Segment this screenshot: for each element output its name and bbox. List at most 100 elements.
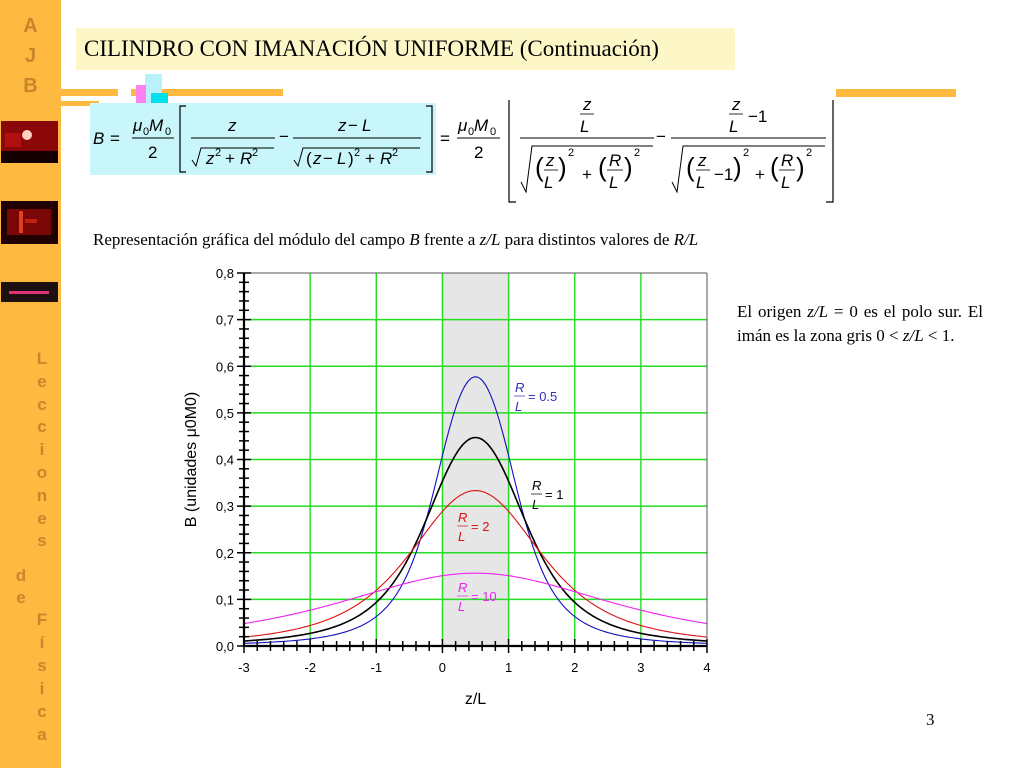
svg-text:2: 2: [354, 147, 360, 159]
decor-bar: [61, 89, 118, 96]
svg-text:M: M: [474, 116, 489, 135]
svg-text:L: L: [458, 599, 465, 614]
svg-text:R: R: [458, 510, 467, 525]
svg-text:= 1: = 1: [545, 487, 563, 502]
y-tick-label: 0,0: [216, 639, 234, 654]
svg-text:M: M: [149, 116, 164, 135]
x-tick-label: -1: [371, 660, 383, 675]
caption-zl: z/L: [479, 230, 501, 249]
sidebar-char-fisica: a: [37, 725, 47, 744]
y-axis-label: B (unidades μ0M0): [183, 392, 200, 528]
svg-text:L: L: [458, 529, 465, 544]
x-axis-label: z/L: [465, 691, 486, 708]
svg-text:+: +: [755, 165, 765, 184]
svg-text:=: =: [440, 129, 450, 148]
svg-text:L: L: [337, 149, 346, 168]
sidebar-char-lecciones: c: [37, 417, 47, 437]
x-tick-label: 2: [571, 660, 578, 675]
sidebar-char-lecciones: n: [36, 485, 48, 505]
series-label-2: RL = 2: [457, 510, 489, 544]
svg-text:+: +: [225, 149, 235, 168]
note-text: < 1.: [923, 326, 955, 345]
svg-text:0: 0: [165, 126, 171, 138]
sidebar-char-de: e: [16, 588, 26, 607]
formula-box: [90, 103, 436, 175]
x-tick-label: -2: [304, 660, 316, 675]
curve-2: [243, 490, 708, 638]
sidebar-char-fisica: í: [39, 633, 45, 652]
svg-text:z: z: [205, 149, 215, 168]
logo-letter-b: B: [23, 75, 38, 97]
decor-block-cyan: [151, 93, 168, 104]
svg-text:= 10: = 10: [471, 589, 497, 604]
decor-block-pink: [136, 85, 146, 103]
svg-text:μ: μ: [457, 116, 468, 135]
svg-text:): ): [624, 152, 633, 182]
svg-text:(: (: [770, 152, 779, 182]
caption-text: para distintos valores de: [500, 230, 674, 249]
lab-photo-2: [1, 201, 58, 244]
svg-text:L: L: [696, 173, 705, 192]
svg-text:2: 2: [215, 147, 221, 159]
note-zl: z/L: [807, 302, 829, 321]
caption-text: Representación gráfica del módulo del ca…: [93, 230, 410, 249]
sidebar: A J B: [0, 0, 61, 768]
svg-text:L: L: [544, 173, 553, 192]
sidebar-char-lecciones: c: [37, 394, 47, 414]
caption-text: frente a: [419, 230, 480, 249]
sidebar-char-lecciones: s: [37, 531, 47, 551]
svg-text:R: R: [515, 380, 524, 395]
logo-letter-a: A: [23, 15, 38, 37]
lab-photo-1: [1, 121, 58, 163]
svg-text:L: L: [362, 116, 371, 135]
sidebar-char-lecciones: o: [36, 463, 48, 482]
caption-rl: R/L: [673, 230, 699, 249]
svg-text:(: (: [535, 152, 544, 182]
svg-text:= 2: = 2: [471, 519, 489, 534]
svg-text:(: (: [598, 152, 607, 182]
caption-b: B: [409, 230, 420, 249]
svg-text:): ): [733, 152, 742, 182]
svg-text:R: R: [240, 149, 252, 168]
curve-1: [243, 436, 708, 642]
svg-text:(: (: [306, 149, 312, 168]
sidebar-char-de: d: [15, 566, 27, 585]
svg-text:L: L: [580, 117, 589, 136]
series-label-0-5: RL = 0.5: [514, 380, 557, 414]
explanation-note: El origen z/L = 0 es el polo sur. El imá…: [737, 300, 983, 348]
y-tick-label: 0,3: [216, 499, 234, 514]
slide-number: 3: [926, 710, 935, 729]
note-zl: z/L: [902, 326, 924, 345]
sidebar-char-fisica: F: [36, 610, 48, 629]
svg-text:2: 2: [568, 147, 574, 159]
series-label-1: RL = 1: [531, 478, 563, 512]
svg-text:2: 2: [392, 147, 398, 159]
svg-text:z: z: [545, 151, 555, 170]
sidebar-char-fisica: i: [39, 679, 45, 698]
svg-text:z: z: [582, 100, 592, 114]
svg-text:2: 2: [252, 147, 258, 159]
svg-text:−1: −1: [748, 107, 767, 126]
curve-10: [243, 572, 708, 625]
series-label-10: RL = 10: [457, 580, 497, 614]
y-tick-label: 0,6: [216, 359, 234, 374]
svg-text:−: −: [323, 149, 333, 168]
svg-text:(: (: [686, 152, 695, 182]
svg-text:L: L: [729, 117, 738, 136]
sidebar-char-fisica: c: [37, 702, 47, 721]
decor-bar: [836, 89, 956, 97]
svg-text:−: −: [348, 116, 358, 135]
svg-text:z: z: [312, 149, 322, 168]
svg-text:+: +: [582, 165, 592, 184]
y-tick-label: 0,7: [216, 313, 234, 328]
sidebar-char-lecciones: i: [39, 440, 45, 460]
svg-text:R: R: [380, 149, 392, 168]
svg-text:R: R: [532, 478, 541, 493]
x-tick-label: 1: [505, 660, 512, 675]
svg-text:z: z: [731, 100, 741, 114]
y-tick-label: 0,2: [216, 546, 234, 561]
svg-text:L: L: [515, 399, 522, 414]
svg-text:B: B: [93, 129, 104, 148]
svg-text:R: R: [781, 151, 793, 170]
